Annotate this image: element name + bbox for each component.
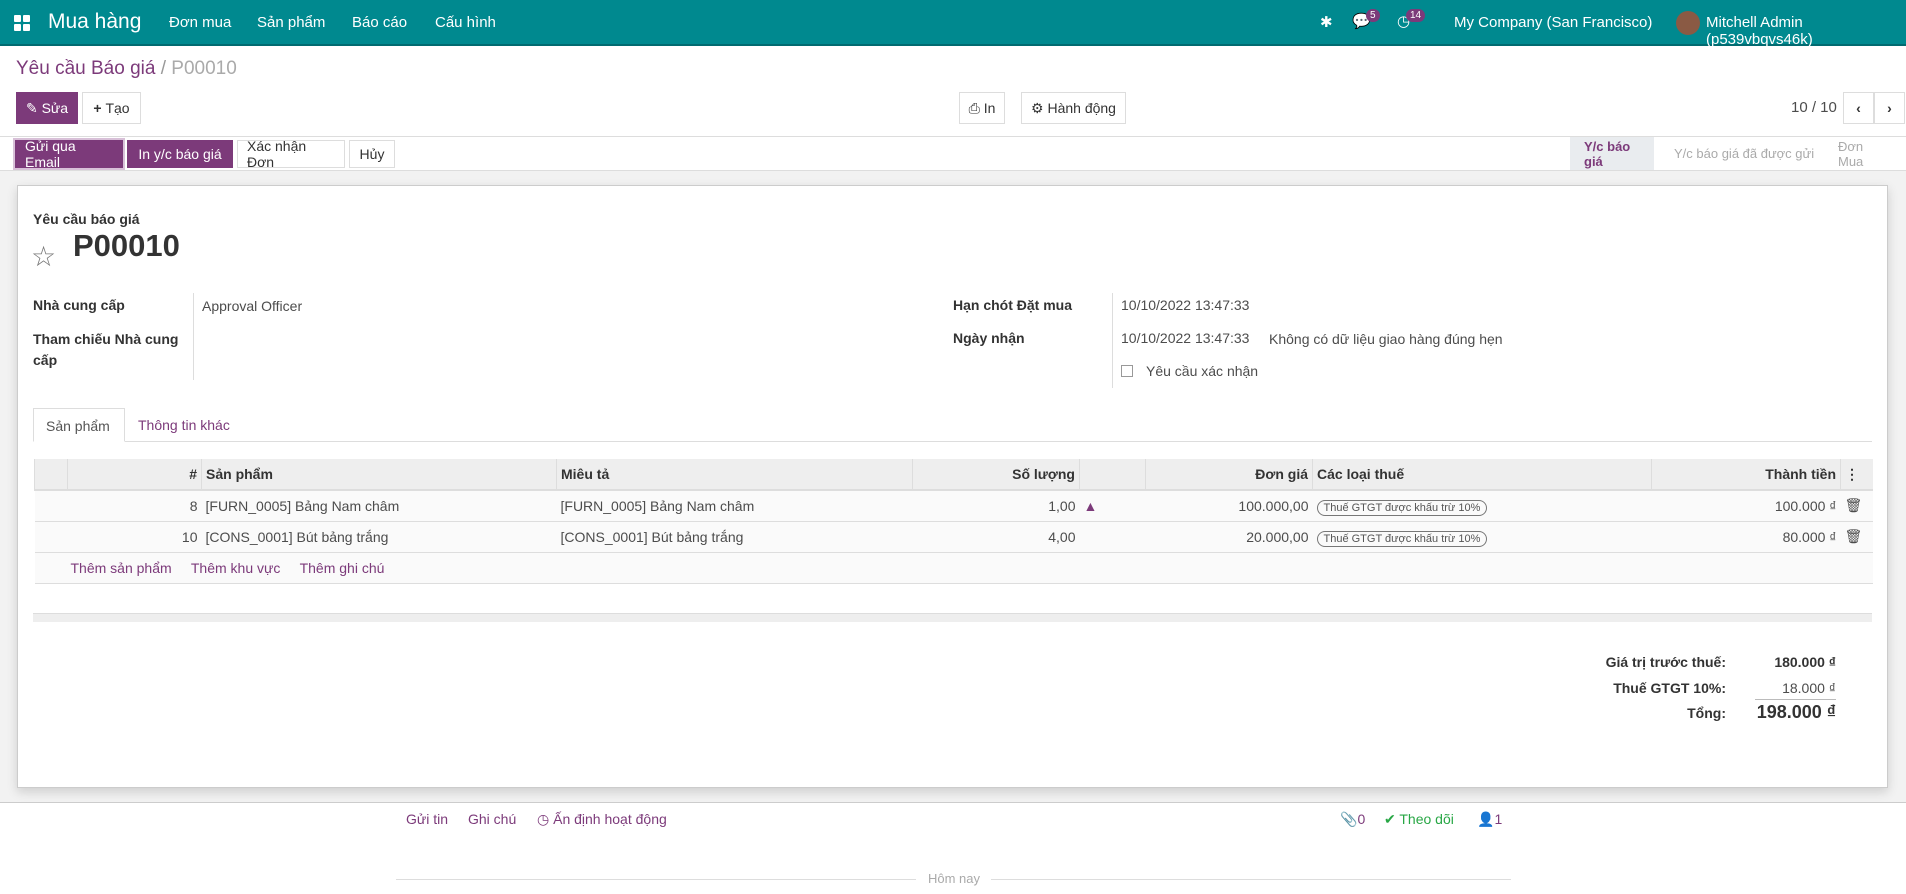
on-time-note: Không có dữ liệu giao hàng đúng hẹn xyxy=(1269,331,1503,347)
receipt-label: Ngày nhận xyxy=(953,330,1025,346)
handle-header xyxy=(34,459,68,491)
add-section-link[interactable]: Thêm khu vực xyxy=(190,559,281,576)
tax-value: 18.000 ₫ xyxy=(1782,680,1836,696)
print-icon: ⎙ xyxy=(968,99,984,116)
vendor-ref-label: Tham chiếu Nhà cung cấp xyxy=(33,331,179,368)
chatter-divider xyxy=(0,802,1906,803)
stage-rfq-sent[interactable]: Y/c báo giá đã được gửi xyxy=(1674,146,1815,161)
activities-badge: 14 xyxy=(1406,9,1426,22)
cancel-button[interactable]: Hủy xyxy=(349,140,395,168)
optional-columns-icon[interactable]: ⋮ xyxy=(1840,459,1873,491)
col-seq[interactable]: # xyxy=(67,459,202,491)
apps-menu-icon[interactable] xyxy=(14,15,30,31)
divider xyxy=(1112,293,1113,388)
action-button[interactable]: ⚙ Hành động xyxy=(1021,92,1126,124)
plus-icon: + xyxy=(93,100,106,116)
breadcrumb-separator: / xyxy=(160,58,167,79)
clock-icon: ◷ xyxy=(537,811,554,827)
table-row[interactable]: 8 [FURN_0005] Bảng Nam châm [FURN_0005] Bả… xyxy=(34,490,1873,522)
deadline-value: 10/10/2022 13:47:33 xyxy=(1121,297,1250,313)
create-button[interactable]: + Tạo xyxy=(82,92,141,124)
status-bar: Gửi qua Email In y/c báo giá Xác nhận Đơ… xyxy=(0,136,1906,171)
vendor-value[interactable]: Approval Officer xyxy=(202,298,303,314)
print-button[interactable]: ⎙ In xyxy=(959,92,1005,124)
trash-icon[interactable]: 🗑 xyxy=(1840,521,1873,553)
record-name: P00010 xyxy=(73,228,180,263)
app-name[interactable]: Mua hàng xyxy=(48,10,142,33)
schedule-activity-button[interactable]: ◷ Ấn định hoạt động xyxy=(537,811,667,827)
add-product-link[interactable]: Thêm sản phẩm xyxy=(70,559,172,576)
stage-purchase-order[interactable]: Đơn Mua xyxy=(1838,138,1864,169)
tabs-line xyxy=(33,441,1872,442)
gear-icon: ⚙ xyxy=(1031,99,1048,116)
pager-next-button[interactable]: › xyxy=(1874,92,1905,124)
tab-other-info[interactable]: Thông tin khác xyxy=(138,417,230,433)
star-icon[interactable]: ☆ xyxy=(31,241,57,272)
edit-button[interactable]: ✎ Sửa xyxy=(16,92,78,124)
table-footer xyxy=(33,613,1872,622)
menu-reports[interactable]: Báo cáo xyxy=(352,14,408,31)
breadcrumb-parent[interactable]: Yêu cầu Báo giá xyxy=(16,58,156,79)
check-icon: ✔ xyxy=(1384,811,1400,827)
ask-confirm-checkbox[interactable] xyxy=(1121,365,1133,377)
total-label: Tổng: xyxy=(1687,705,1726,721)
divider xyxy=(991,879,1511,880)
ask-confirm-label: Yêu cầu xác nhận xyxy=(1146,363,1259,379)
col-subtotal[interactable]: Thành tiền xyxy=(1651,459,1841,491)
forecast-chart-icon[interactable]: ▲ xyxy=(1083,497,1098,514)
divider xyxy=(193,293,194,380)
send-message-button[interactable]: Gửi tin xyxy=(406,811,449,827)
trash-icon[interactable]: 🗑 xyxy=(1840,490,1873,522)
followers-button[interactable]: 👤1 xyxy=(1477,811,1503,827)
today-separator: Hôm nay xyxy=(928,871,981,886)
form-subtitle: Yêu cầu báo giá xyxy=(33,211,140,227)
table-row[interactable]: 10 [CONS_0001] Bút bảng trắng [CONS_0001] … xyxy=(34,521,1873,553)
print-rfq-button[interactable]: In y/c báo giá xyxy=(127,140,233,168)
tax-tag: Thuế GTGT được khấu trừ 10% xyxy=(1316,499,1488,516)
attachments-button[interactable]: 📎0 xyxy=(1340,811,1366,827)
tax-label: Thuế GTGT 10%: xyxy=(1613,680,1726,696)
top-navbar: Mua hàng Đơn mua Sản phẩm Báo cáo Cấu hì… xyxy=(0,0,1906,48)
user-avatar[interactable] xyxy=(1676,11,1700,35)
log-note-button[interactable]: Ghi chú xyxy=(468,811,517,827)
messages-badge: 5 xyxy=(1366,9,1380,22)
col-unit-price[interactable]: Đơn giá xyxy=(1145,459,1313,491)
debug-bug-icon[interactable]: ✱ xyxy=(1320,14,1333,31)
col-forecast xyxy=(1079,459,1146,491)
col-taxes[interactable]: Các loại thuế xyxy=(1312,459,1652,491)
receipt-value: 10/10/2022 13:47:33 xyxy=(1121,330,1250,346)
untaxed-value: 180.000 ₫ xyxy=(1774,654,1836,670)
col-quantity[interactable]: Số lượng xyxy=(912,459,1080,491)
tab-products[interactable]: Sản phẩm xyxy=(33,408,125,442)
divider xyxy=(396,879,916,880)
menu-products[interactable]: Sản phẩm xyxy=(257,14,326,31)
totals-divider xyxy=(1755,699,1836,700)
pager-previous-button[interactable]: ‹ xyxy=(1843,92,1874,124)
paperclip-icon: 📎 xyxy=(1340,811,1358,827)
order-lines-table: # Sản phẩm Miêu tả Số lượng Đơn giá Các … xyxy=(34,459,1873,584)
breadcrumb: Yêu cầu Báo giá / P00010 xyxy=(16,58,237,80)
company-switcher[interactable]: My Company (San Francisco) xyxy=(1454,14,1653,31)
user-menu[interactable]: Mitchell Admin (p539vbqvs46k) xyxy=(1706,14,1813,48)
user-icon: 👤 xyxy=(1477,811,1495,827)
col-description[interactable]: Miêu tả xyxy=(556,459,913,491)
menu-orders[interactable]: Đơn mua xyxy=(169,14,232,31)
menu-config[interactable]: Cấu hình xyxy=(435,14,496,31)
untaxed-label: Giá trị trước thuế: xyxy=(1605,654,1726,670)
send-email-button[interactable]: Gửi qua Email xyxy=(15,138,123,170)
tax-tag: Thuế GTGT được khấu trừ 10% xyxy=(1316,530,1488,547)
add-note-link[interactable]: Thêm ghi chú xyxy=(299,559,385,576)
col-product[interactable]: Sản phẩm xyxy=(201,459,557,491)
pencil-icon: ✎ xyxy=(25,99,42,116)
vendor-label: Nhà cung cấp xyxy=(33,297,125,313)
total-value: 198.000 ₫ xyxy=(1756,702,1836,722)
breadcrumb-current: P00010 xyxy=(171,58,237,79)
pager-value: 10 / 10 xyxy=(1791,99,1837,116)
follow-button[interactable]: ✔ Theo dõi xyxy=(1384,811,1454,827)
stage-rfq[interactable]: Y/c báo giá xyxy=(1570,137,1654,170)
confirm-order-button[interactable]: Xác nhận Đơn xyxy=(237,138,345,170)
deadline-label: Hạn chót Đặt mua xyxy=(953,297,1073,313)
